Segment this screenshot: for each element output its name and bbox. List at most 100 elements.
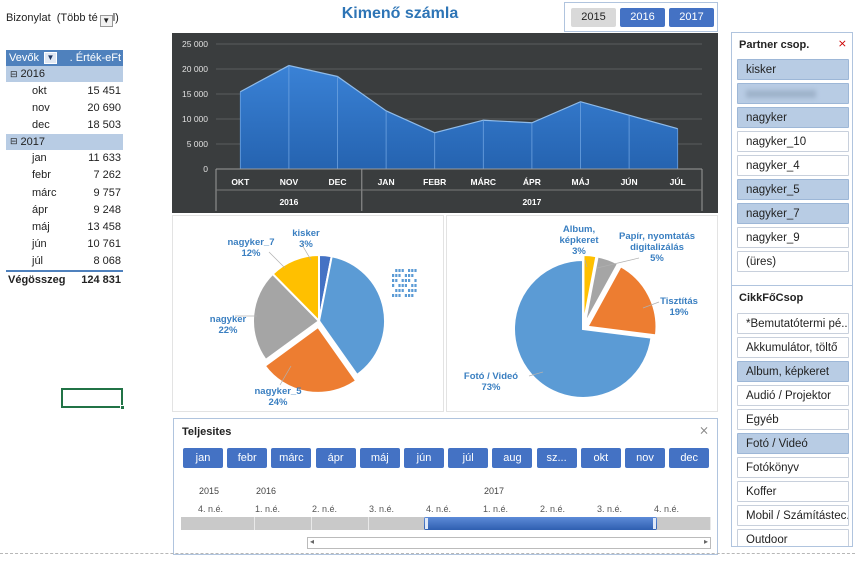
pivot-year-row[interactable]: ⊟ 2017 — [6, 133, 123, 150]
slicer-item[interactable]: Audió / Projektor — [737, 385, 849, 406]
timeline-segment[interactable] — [369, 517, 426, 530]
slicer-item[interactable]: nagyker_5 — [737, 179, 849, 200]
slicer-item[interactable]: Fotó / Videó — [737, 433, 849, 454]
category-slicer: CikkFőCsop *Bemutatótermi pé... Akkumulát… — [731, 285, 853, 547]
slicer-item[interactable]: Fotókönyv — [737, 457, 849, 478]
pie-slice-tiszt-t-s[interactable] — [585, 264, 658, 337]
slicer-item[interactable]: Album, képkeret — [737, 361, 849, 382]
redacted-label-pixel — [401, 284, 404, 287]
redacted-label-pixel — [398, 294, 401, 297]
clear-filter-icon[interactable]: ⨯ — [698, 423, 709, 437]
month-button[interactable]: aug — [492, 448, 533, 468]
pie-label-line: 22% — [218, 325, 238, 336]
pie-slice-fot-vide-[interactable] — [513, 258, 653, 399]
timeline-scrollbar[interactable]: ◂ ▸ — [307, 537, 711, 549]
collapse-icon[interactable]: ⊟ — [10, 68, 18, 79]
report-filter: Bizonylat (Több té ▼ l) — [6, 12, 119, 27]
month-button[interactable]: jan — [183, 448, 223, 468]
x-tick-label: NOV — [280, 177, 299, 187]
slicer-item[interactable]: *Bemutatótermi pé... — [737, 313, 849, 334]
timeline-selection[interactable] — [424, 517, 657, 530]
pivot-row: márc 9 757 — [6, 184, 123, 201]
slicer-item[interactable]: Outdoor — [737, 529, 849, 546]
month-button[interactable]: júl — [448, 448, 489, 468]
month-button[interactable]: dec — [669, 448, 710, 468]
slicer-item[interactable]: nagyker_10 — [737, 131, 849, 152]
area-chart-svg: 0 5 000 10 000 15 000 20 000 25 000 OKT NOV DEC J… — [182, 39, 703, 211]
slicer-item[interactable]: nagyker — [737, 107, 849, 128]
slicer-item[interactable]: Akkumulátor, töltő — [737, 337, 849, 358]
timeline-title: Teljesites — [182, 426, 232, 438]
category-pie-chart: Album, képkeret 3% Papír, nyomtatás digitali… — [446, 215, 718, 412]
slicer-item[interactable]: Egyéb — [737, 409, 849, 430]
slicer-item[interactable]: Mobil / Számítástec... — [737, 505, 849, 526]
scroll-left-icon[interactable]: ◂ — [310, 537, 315, 546]
timeline-right-handle[interactable] — [653, 518, 656, 529]
pivot-month: febr — [32, 169, 51, 182]
redacted-label-pixel — [395, 279, 398, 282]
pie-label-line: 73% — [481, 382, 501, 393]
slicer-item[interactable]: (üres) — [737, 251, 849, 272]
scroll-right-icon[interactable]: ▸ — [703, 537, 708, 546]
redacted-label-pixel — [398, 289, 401, 292]
month-button[interactable]: okt — [580, 448, 621, 468]
pivot-header: Vevők ▼ . Érték-eFt — [6, 50, 123, 66]
pivot-row: jan 11 633 — [6, 150, 123, 167]
dashboard-title: Kimenő számla — [341, 5, 459, 22]
pie-leader-line — [279, 365, 292, 386]
pivot-value: 11 633 — [88, 152, 121, 165]
year-button-2016[interactable]: 2016 — [620, 8, 665, 27]
pie-label-line: kisker — [292, 228, 320, 239]
month-button[interactable]: ápr — [315, 448, 356, 468]
slicer-item[interactable]: Koffer — [737, 481, 849, 502]
month-button[interactable]: febr — [227, 448, 268, 468]
pivot-filter-icon[interactable]: ▼ — [44, 52, 57, 64]
timeline-segment[interactable] — [654, 517, 711, 530]
pie-label-line: 5% — [650, 253, 664, 264]
pivot-value: 13 458 — [87, 220, 121, 233]
pie-slice-hidden[interactable] — [317, 255, 386, 377]
pie-slice-nagyker-7[interactable] — [271, 253, 320, 324]
redacted-label-pixel — [392, 274, 395, 277]
slicer-item[interactable]: nagyker_9 — [737, 227, 849, 248]
slicer-item[interactable]: nagyker_4 — [737, 155, 849, 176]
timeline-year-label: 2015 — [199, 486, 220, 496]
month-button[interactable]: máj — [359, 448, 400, 468]
year-button-2015[interactable]: 2015 — [571, 8, 616, 27]
pie-leader-line — [528, 371, 544, 377]
pie-leader-line — [596, 257, 640, 269]
timeline-left-handle[interactable] — [425, 518, 428, 529]
pie-leader-line — [584, 259, 588, 268]
year-button-2017[interactable]: 2017 — [669, 8, 714, 27]
clear-filter-icon[interactable]: ⨯ — [837, 38, 847, 50]
pie-slice-album-k-pkeret[interactable] — [582, 254, 598, 325]
redacted-label-pixel — [398, 269, 401, 272]
month-button[interactable]: nov — [625, 448, 665, 468]
timeline-year-label: 2016 — [256, 486, 277, 496]
redacted-label-pixel — [404, 284, 407, 287]
x-tick-label: DEC — [329, 177, 347, 187]
y-tick-label: 25 000 — [182, 39, 208, 49]
month-button[interactable]: sz... — [536, 448, 577, 468]
redacted-label-pixel — [408, 294, 411, 297]
timeline-segment[interactable] — [255, 517, 312, 530]
pivot-year-row[interactable]: ⊟ 2016 — [6, 66, 123, 82]
collapse-icon[interactable]: ⊟ — [10, 136, 18, 147]
selected-cell[interactable] — [61, 388, 125, 410]
slicer-item[interactable]: kisker — [737, 59, 849, 80]
pie-slice-pap-r-nyomtat-s-digitaliz-l-s[interactable] — [583, 255, 620, 325]
pie-data-label: Fotó / Videó 73% — [464, 371, 518, 393]
timeline-track[interactable] — [181, 517, 711, 530]
month-button[interactable]: jún — [404, 448, 444, 468]
month-button[interactable]: márc — [271, 448, 312, 468]
slicer-item[interactable] — [737, 83, 849, 104]
timeline-segment[interactable] — [312, 517, 369, 530]
slicer-item[interactable]: nagyker_7 — [737, 203, 849, 224]
filter-dropdown-icon[interactable]: ▼ — [99, 15, 113, 27]
timeline-segment[interactable] — [198, 517, 255, 530]
redacted-label-pixel — [408, 289, 411, 292]
pie-data-label: nagyker_5 24% — [254, 386, 302, 408]
pie-slice-nagyker-5[interactable] — [263, 325, 358, 394]
fill-handle[interactable] — [120, 405, 125, 410]
group-label: 2016 — [279, 197, 298, 207]
